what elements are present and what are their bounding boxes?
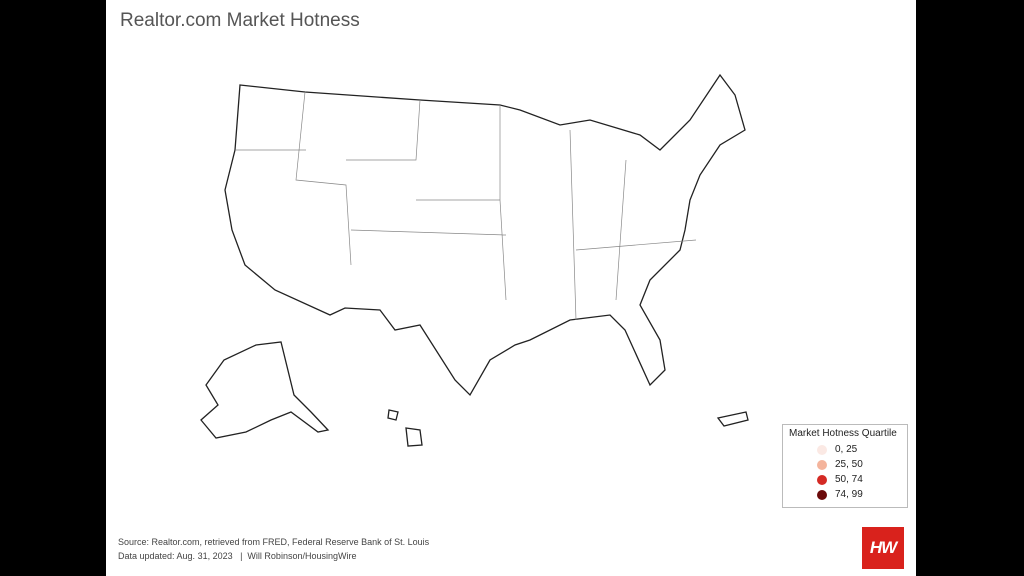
contiguous-us (224, 73, 746, 397)
hawaii-1 (405, 427, 423, 447)
alaska (200, 341, 330, 439)
legend-label: 25, 50 (835, 459, 863, 470)
updated-line: Data updated: Aug. 31, 2023 | Will Robin… (118, 551, 357, 561)
source-notes: Source: Realtor.com, retrieved from FRED… (118, 535, 429, 563)
map-outline (200, 73, 749, 447)
legend-item: 74, 99 (789, 487, 901, 502)
hawaii-2 (387, 409, 399, 421)
legend-items: 0, 25 25, 50 50, 74 74, 99 (789, 442, 901, 502)
legend-swatch (817, 489, 827, 500)
alaska-islands (716, 411, 749, 427)
legend: Market Hotness Quartile 0, 25 25, 50 50, 7… (782, 424, 908, 508)
legend-item: 25, 50 (789, 457, 901, 472)
legend-swatch (817, 459, 827, 470)
map (200, 73, 749, 447)
title: Realtor.com Market Hotness (120, 10, 360, 31)
legend-label: 74, 99 (835, 489, 863, 500)
legend-item: 50, 74 (789, 472, 901, 487)
legend-item: 0, 25 (789, 442, 901, 457)
source-line: Source: Realtor.com, retrieved from FRED… (118, 537, 430, 547)
legend-swatch (817, 444, 827, 455)
legend-label: 0, 25 (835, 444, 858, 455)
logo: HW (862, 527, 904, 569)
legend-label: 50, 74 (835, 474, 863, 485)
legend-title: Market Hotness Quartile (789, 428, 897, 439)
state-borders (236, 91, 697, 321)
content-panel: Realtor.com Market Hotness Market Hotnes… (106, 0, 916, 576)
legend-swatch (817, 474, 827, 485)
state-border (236, 91, 697, 321)
